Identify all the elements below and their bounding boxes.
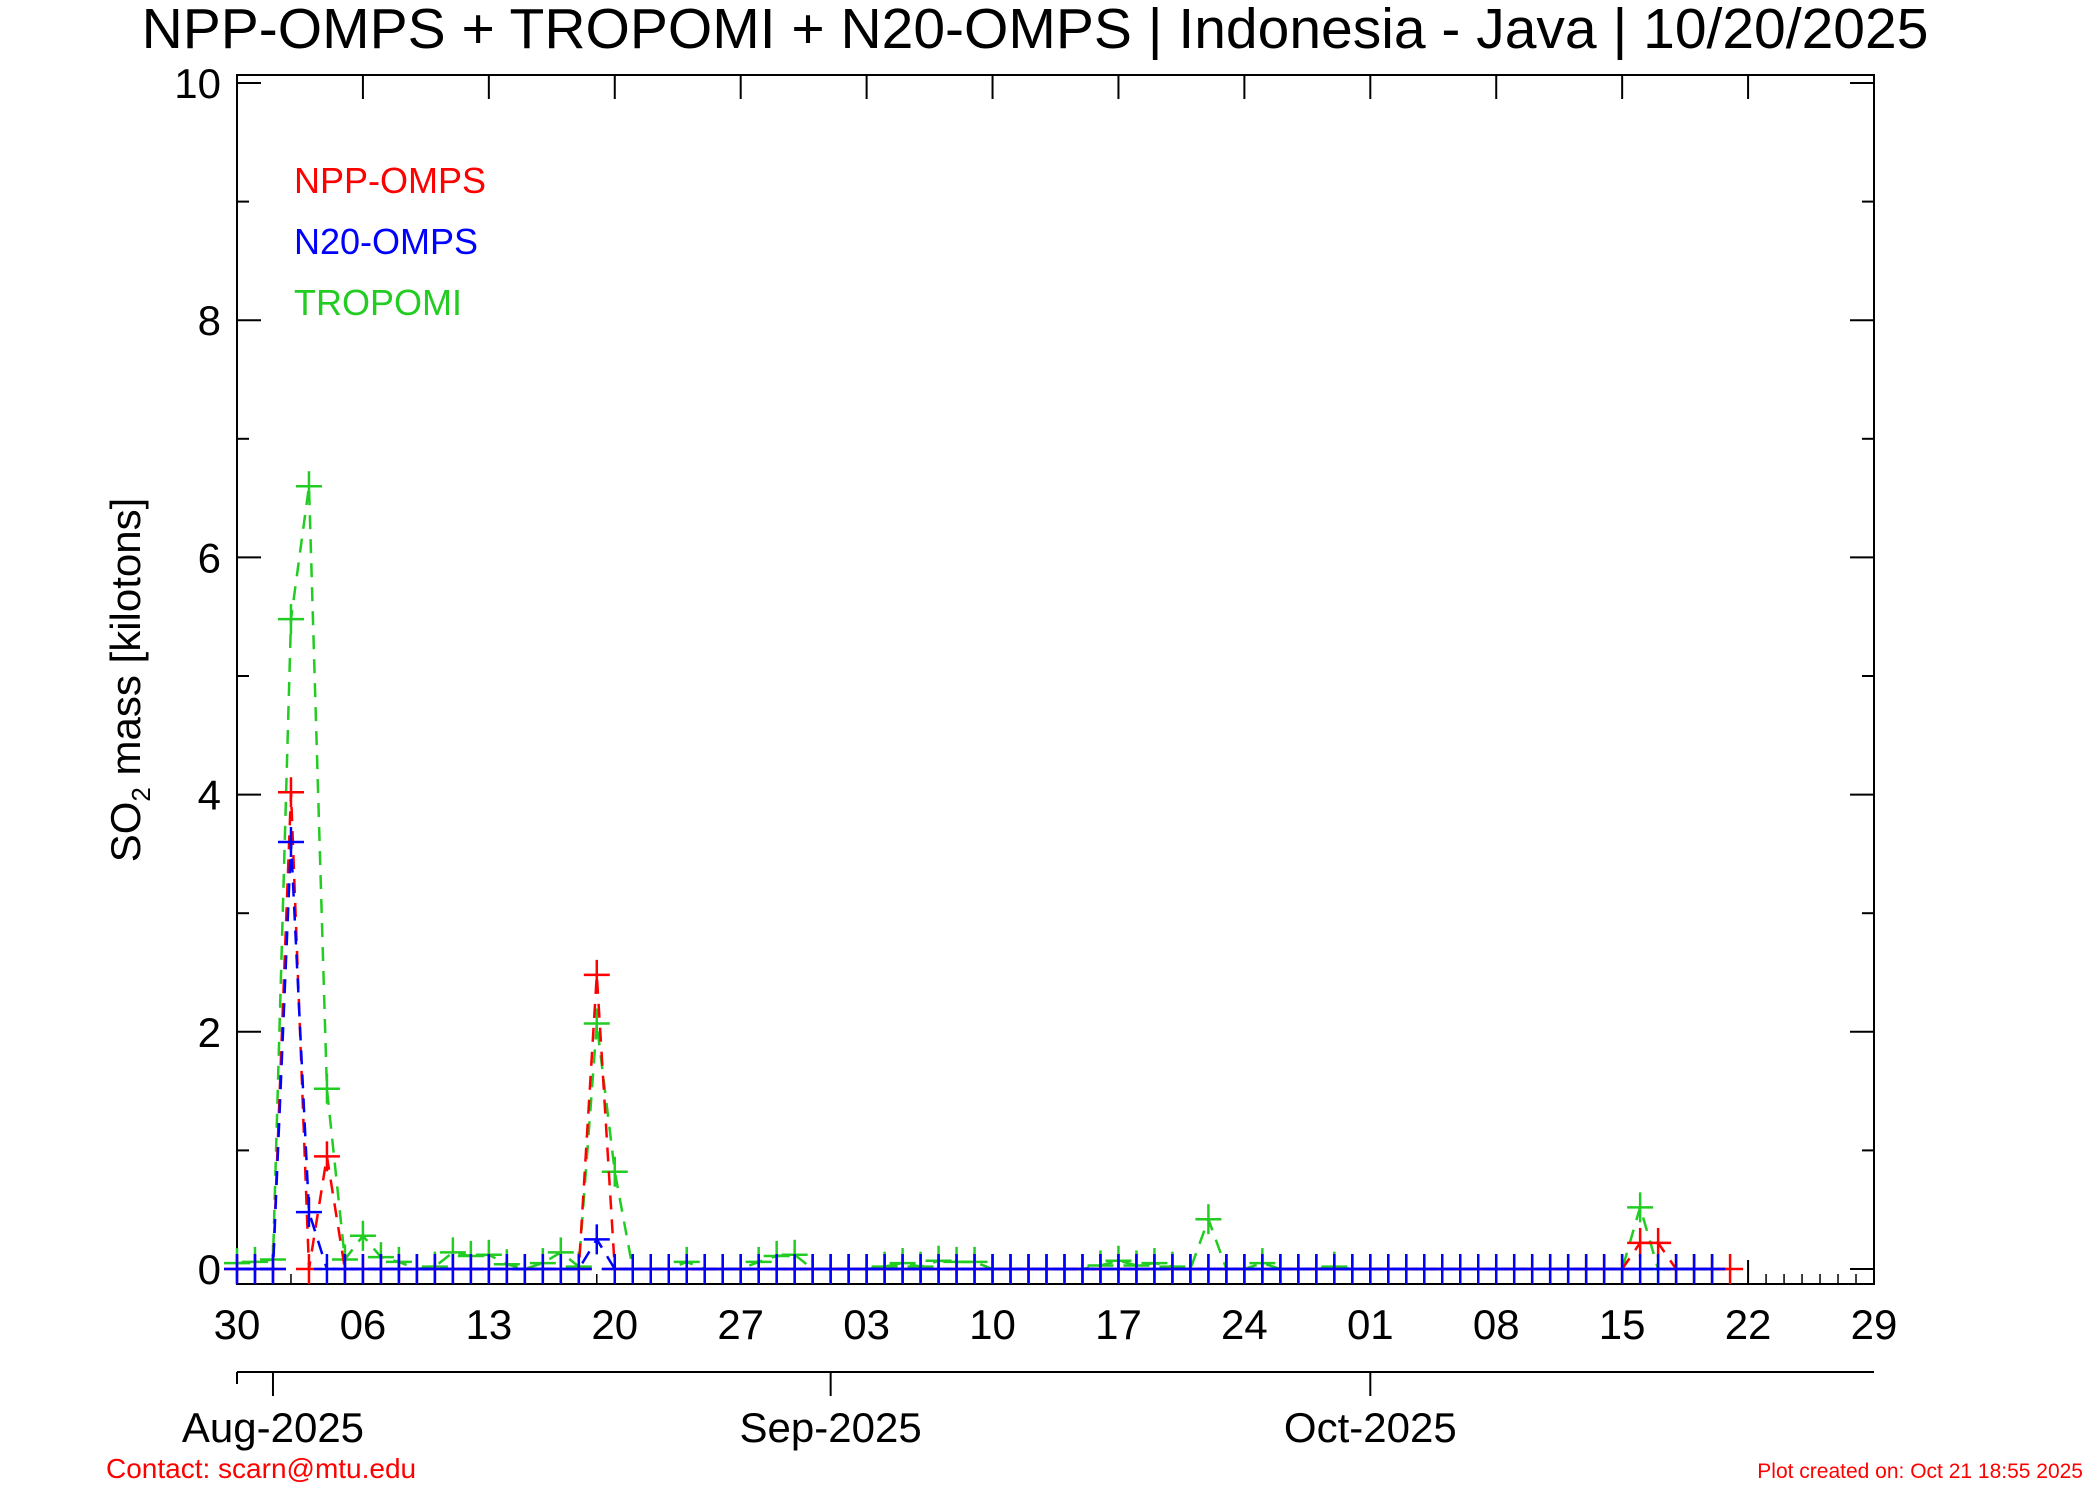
y-axis-title-rest: mass [kilotons] [102,498,149,787]
x-tick-label: 15 [1599,1301,1646,1348]
data-point [583,959,610,990]
series-line [236,486,1713,1271]
data-point [1195,1204,1222,1235]
series-layer [224,471,1744,1284]
x-tick-label: 20 [591,1301,638,1348]
legend-entry: TROPOMI [294,282,462,323]
data-point [349,1220,376,1251]
x-tick-label: 13 [465,1301,512,1348]
x-tick-label: 27 [717,1301,764,1348]
data-point [295,1197,322,1228]
footer-created: Plot created on: Oct 21 18:55 2025 [1757,1460,2083,1483]
data-point [313,1141,340,1172]
x-tick-label: 22 [1725,1301,1772,1348]
legend: NPP-OMPS N20-OMPS TROPOMI [294,160,486,323]
chart-title: NPP-OMPS + TROPOMI + N20-OMPS | Indonesi… [142,0,1929,61]
data-point [277,604,304,635]
data-point [277,777,304,808]
month-label: Oct-2025 [1284,1404,1457,1451]
plot-area-border [236,74,1875,1285]
month-label: Aug-2025 [182,1404,364,1451]
y-tick-label: 8 [198,297,221,344]
data-point [277,827,304,858]
y-axis: 0 2 4 6 8 10 [174,60,1874,1293]
x-tick-label: 17 [1095,1301,1142,1348]
x-tick-label: 29 [1851,1301,1898,1348]
y-axis-title-main: SO [102,802,149,863]
data-point [1645,1227,1672,1258]
data-point [1627,1192,1654,1223]
series-tropomi [224,471,1726,1284]
x-tick-label: 03 [843,1301,890,1348]
series-line [237,841,1713,1271]
y-tick-label: 0 [198,1246,221,1293]
legend-entry: NPP-OMPS [294,160,486,201]
footer-contact: Contact: scarn@mtu.edu [106,1453,416,1484]
y-tick-label: 2 [198,1009,221,1056]
data-point [295,471,322,502]
y-axis-title-subscript: 2 [126,787,156,801]
data-point [313,1073,340,1104]
x-tick-label: 30 [214,1301,261,1348]
data-point [601,1156,628,1187]
data-point [259,1254,286,1284]
series-line [237,792,1731,1271]
x-tick-label: 08 [1473,1301,1520,1348]
series-n20-omps [224,827,1726,1284]
y-axis-title: SO2 mass [kilotons] [102,498,156,863]
x-tick-label: 10 [969,1301,1016,1348]
x-tick-label: 06 [340,1301,387,1348]
series-npp-omps [224,777,1744,1284]
y-tick-label: 6 [198,534,221,581]
legend-entry: N20-OMPS [294,221,478,262]
y-tick-label: 4 [198,772,221,819]
y-tick-label: 10 [174,60,221,107]
data-point [565,1254,592,1284]
data-point [583,1224,610,1255]
data-point [583,1008,610,1039]
x-tick-label: 01 [1347,1301,1394,1348]
plot-frame [236,74,1875,1285]
x-tick-label: 24 [1221,1301,1268,1348]
data-point [1699,1254,1726,1284]
month-label: Sep-2025 [740,1404,922,1451]
